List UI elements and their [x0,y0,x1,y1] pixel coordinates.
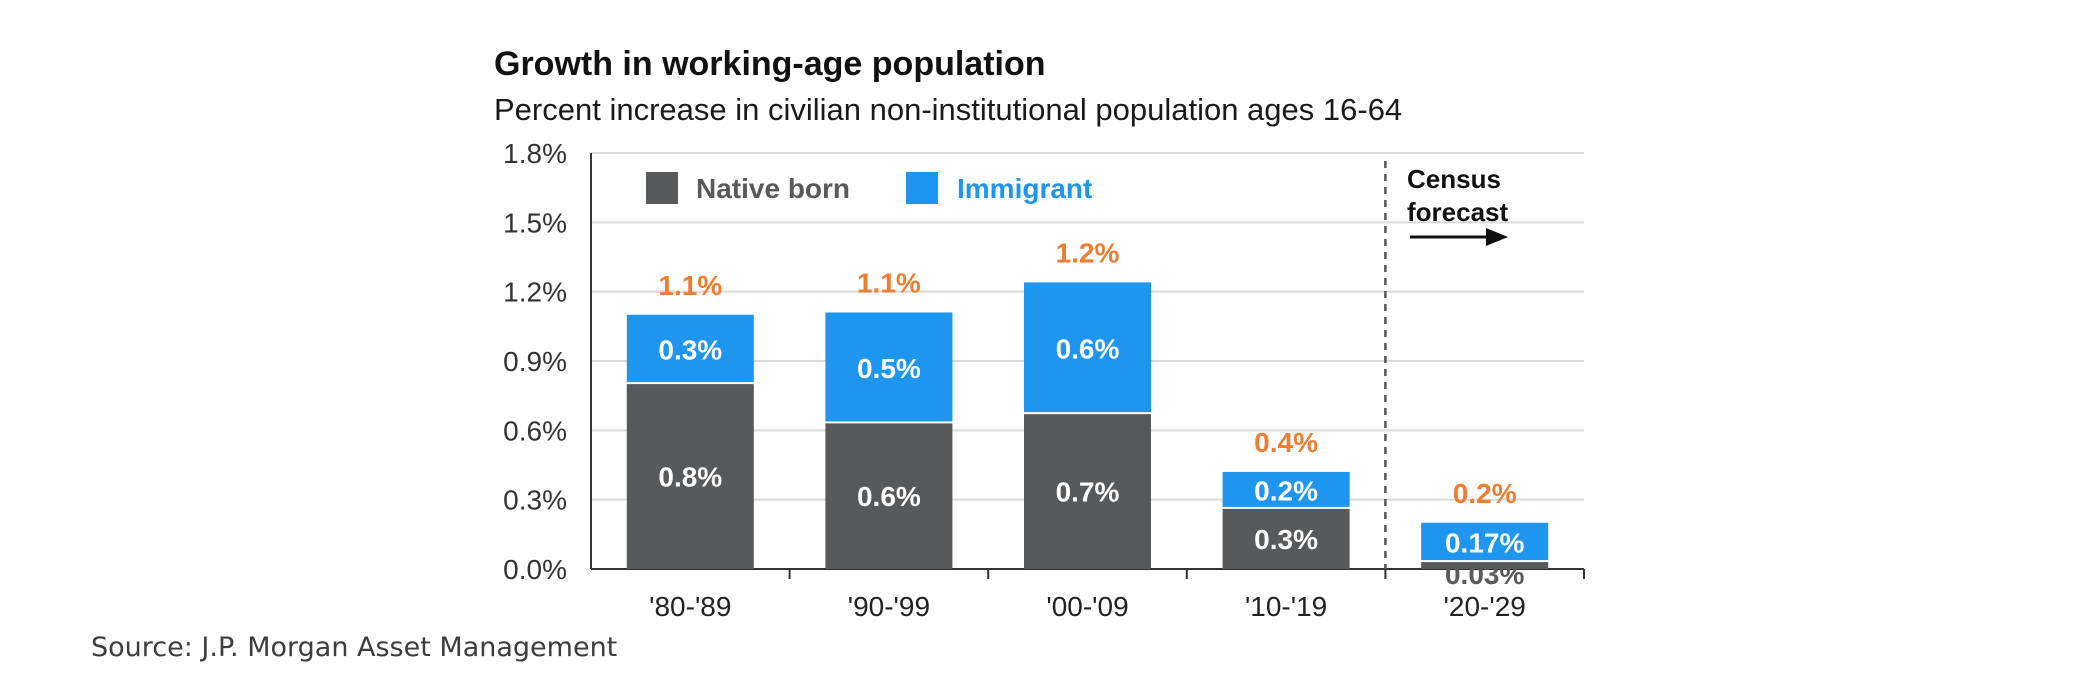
immigrant-value-label: 0.6% [1056,333,1120,364]
legend-swatch-immigrant [906,172,938,204]
immigrant-value-label: 0.17% [1445,527,1524,558]
bar-native-born [1024,414,1151,569]
bar-immigrant [1222,471,1350,507]
y-tick-label: 0.3% [503,485,567,516]
y-tick-label: 0.6% [503,415,567,446]
total-value-label: 0.4% [1254,427,1318,458]
chart-title: Growth in working-age population [494,45,1046,83]
x-tick-label: '10-'19 [1245,591,1327,622]
forecast-arrow-icon [1486,228,1508,246]
x-axis-ticks: '80-'89 '90-'99 '00-'09 '10-'19 '20-'29 [649,569,1585,622]
forecast-label-line1: Census [1407,164,1501,194]
native-born-value-label: 0.3% [1254,524,1318,555]
x-tick-label: '80-'89 [649,591,731,622]
total-value-label: 0.2% [1453,478,1517,509]
bar-immigrant [825,312,953,422]
legend-label-immigrant: Immigrant [957,173,1092,204]
source-note: Source: J.P. Morgan Asset Management [91,632,618,663]
bar-native-born [825,423,953,569]
native-born-value-label: 0.03% [1445,559,1524,590]
x-tick-label: '20-'29 [1444,591,1526,622]
native-born-value-label: 0.6% [857,481,921,512]
bar-native-born [1421,562,1549,569]
total-value-label: 1.1% [658,270,722,301]
forecast-label-line2: forecast [1407,197,1508,227]
bar-native-born [1222,508,1350,569]
y-tick-label: 1.5% [503,207,567,238]
bars: 0.8% 0.3% 1.1% 0.6% 0.5% 1.1% 0.7% 0.6% 1.2% 0.3%… [626,237,1549,590]
immigrant-value-label: 0.2% [1254,475,1318,506]
bar-immigrant [1421,522,1549,561]
bar-immigrant [1024,282,1151,413]
legend-swatch-native-born [646,172,678,204]
total-value-label: 1.1% [857,267,921,298]
legend: Native born Immigrant [646,172,1092,204]
x-tick-label: '90-'99 [848,591,930,622]
bar-immigrant [626,314,754,383]
x-tick-label: '00-'09 [1046,591,1128,622]
chart-subtitle: Percent increase in civilian non-institu… [494,92,1402,127]
immigrant-value-label: 0.3% [658,334,722,365]
legend-label-native-born: Native born [696,173,850,204]
native-born-value-label: 0.8% [658,462,722,493]
y-tick-label: 0.9% [503,346,567,377]
native-born-value-label: 0.7% [1056,477,1120,508]
y-tick-label: 0.0% [503,554,567,585]
immigrant-value-label: 0.5% [857,353,921,384]
total-value-label: 1.2% [1056,237,1120,268]
y-tick-label: 1.8% [503,138,567,169]
bar-native-born [626,384,754,569]
y-axis-ticks: 0.0% 0.3% 0.6% 0.9% 1.2% 1.5% 1.8% [503,138,567,585]
y-tick-label: 1.2% [503,277,567,308]
